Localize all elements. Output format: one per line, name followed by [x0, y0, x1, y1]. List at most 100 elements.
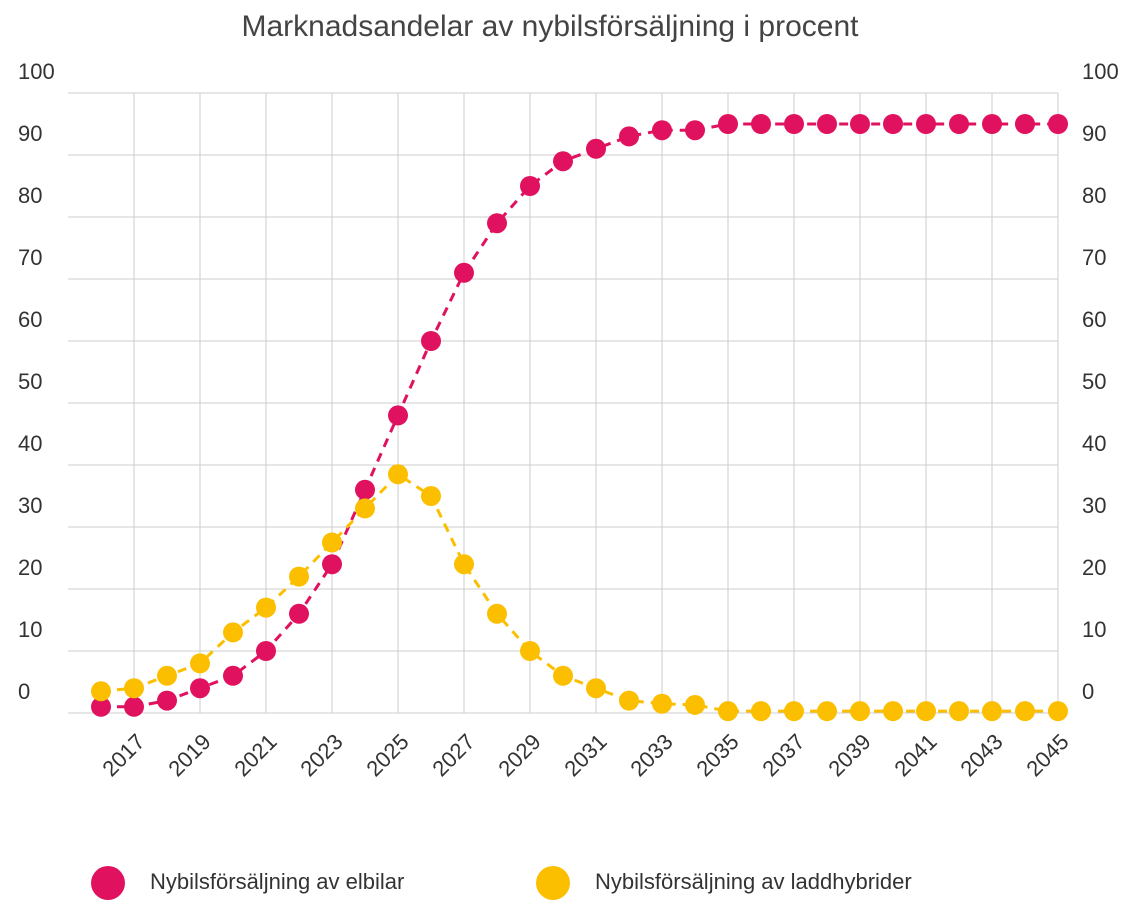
data-point — [124, 678, 144, 699]
data-point — [91, 681, 111, 702]
series-line — [101, 122, 1058, 709]
data-point — [751, 114, 771, 134]
y2-tick-label: 80 — [1082, 183, 1106, 208]
y-tick-label: 10 — [18, 617, 42, 642]
legend-marker — [536, 866, 570, 900]
data-point — [421, 331, 441, 351]
x-tick-label: 2023 — [295, 729, 347, 781]
x-tick-label: 2033 — [625, 729, 677, 781]
data-point — [322, 554, 342, 575]
data-point — [916, 701, 936, 722]
y2-tick-label: 30 — [1082, 493, 1106, 518]
x-tick-label: 2021 — [229, 729, 281, 781]
data-point — [784, 701, 804, 722]
x-tick-label: 2031 — [559, 729, 611, 781]
data-point — [817, 701, 837, 722]
y2-tick-label: 10 — [1082, 617, 1106, 642]
y2-tick-label: 100 — [1082, 59, 1119, 84]
x-tick-label: 2017 — [97, 729, 149, 781]
data-point — [1015, 701, 1035, 722]
data-point — [652, 120, 672, 141]
x-tick-label: 2027 — [427, 729, 479, 781]
chart-title: Marknadsandelar av nybilsförsäljning i p… — [242, 10, 860, 43]
legend-label: Nybilsförsäljning av laddhybrider — [595, 869, 912, 894]
x-tick-label: 2019 — [163, 729, 215, 781]
data-point — [421, 486, 441, 506]
data-point — [454, 554, 474, 575]
data-point — [982, 701, 1002, 722]
y-tick-label: 90 — [18, 121, 42, 146]
data-point — [718, 701, 738, 722]
data-point — [619, 690, 639, 711]
data-point — [520, 176, 540, 196]
data-point — [223, 665, 243, 686]
y-tick-label: 70 — [18, 245, 42, 270]
data-point — [289, 603, 309, 624]
data-point — [652, 693, 672, 714]
data-point — [850, 701, 870, 722]
y2-tick-label: 0 — [1082, 679, 1094, 704]
y-tick-label: 80 — [18, 183, 42, 208]
x-tick-label: 2043 — [955, 729, 1007, 781]
y-tick-label: 50 — [18, 369, 42, 394]
data-point — [751, 701, 771, 722]
series-line — [100, 472, 1058, 713]
data-point — [355, 498, 375, 519]
y2-tick-label: 70 — [1082, 245, 1106, 270]
data-point — [949, 701, 969, 722]
x-tick-label: 2039 — [823, 729, 875, 781]
data-point — [454, 262, 474, 283]
x-tick-label: 2029 — [493, 729, 545, 781]
x-tick-label: 2035 — [691, 729, 743, 781]
data-point — [784, 114, 804, 134]
data-point — [586, 678, 606, 699]
data-point — [91, 696, 111, 717]
data-point — [157, 665, 177, 686]
data-point — [322, 532, 342, 553]
data-point — [685, 694, 705, 715]
y2-tick-label: 90 — [1082, 121, 1106, 146]
y-tick-label: 20 — [18, 555, 42, 580]
data-point — [190, 653, 210, 674]
y-tick-label: 0 — [18, 679, 30, 704]
y2-tick-label: 20 — [1082, 555, 1106, 580]
data-point — [685, 120, 705, 141]
data-point — [520, 641, 540, 661]
x-tick-label: 2041 — [889, 729, 941, 781]
data-point — [916, 114, 936, 134]
legend-marker — [91, 866, 125, 900]
data-point — [1048, 114, 1068, 134]
data-point — [982, 114, 1002, 134]
data-point — [289, 566, 309, 587]
data-point — [883, 114, 903, 134]
data-point — [949, 114, 969, 134]
y2-tick-label: 60 — [1082, 307, 1106, 332]
y2-tick-label: 40 — [1082, 431, 1106, 456]
y-tick-label: 60 — [18, 307, 42, 332]
data-point — [190, 678, 210, 699]
data-point — [1015, 114, 1035, 134]
x-tick-label: 2045 — [1021, 729, 1073, 781]
data-point — [157, 690, 177, 711]
y2-tick-label: 50 — [1082, 369, 1106, 394]
data-point — [553, 665, 573, 686]
data-point — [124, 696, 144, 717]
data-point — [586, 138, 606, 159]
data-point — [487, 603, 507, 624]
data-point — [256, 641, 276, 661]
data-point — [388, 405, 408, 426]
data-point — [619, 126, 639, 147]
data-point — [355, 479, 375, 500]
x-tick-label: 2025 — [361, 729, 413, 781]
data-point — [817, 114, 837, 134]
data-point — [553, 151, 573, 172]
data-point — [718, 114, 738, 134]
data-point — [223, 622, 243, 643]
data-point — [487, 213, 507, 234]
data-point — [388, 464, 408, 485]
y-tick-label: 100 — [18, 59, 55, 84]
y-tick-label: 30 — [18, 493, 42, 518]
legend-label: Nybilsförsäljning av elbilar — [150, 869, 404, 894]
data-point — [1048, 701, 1068, 722]
